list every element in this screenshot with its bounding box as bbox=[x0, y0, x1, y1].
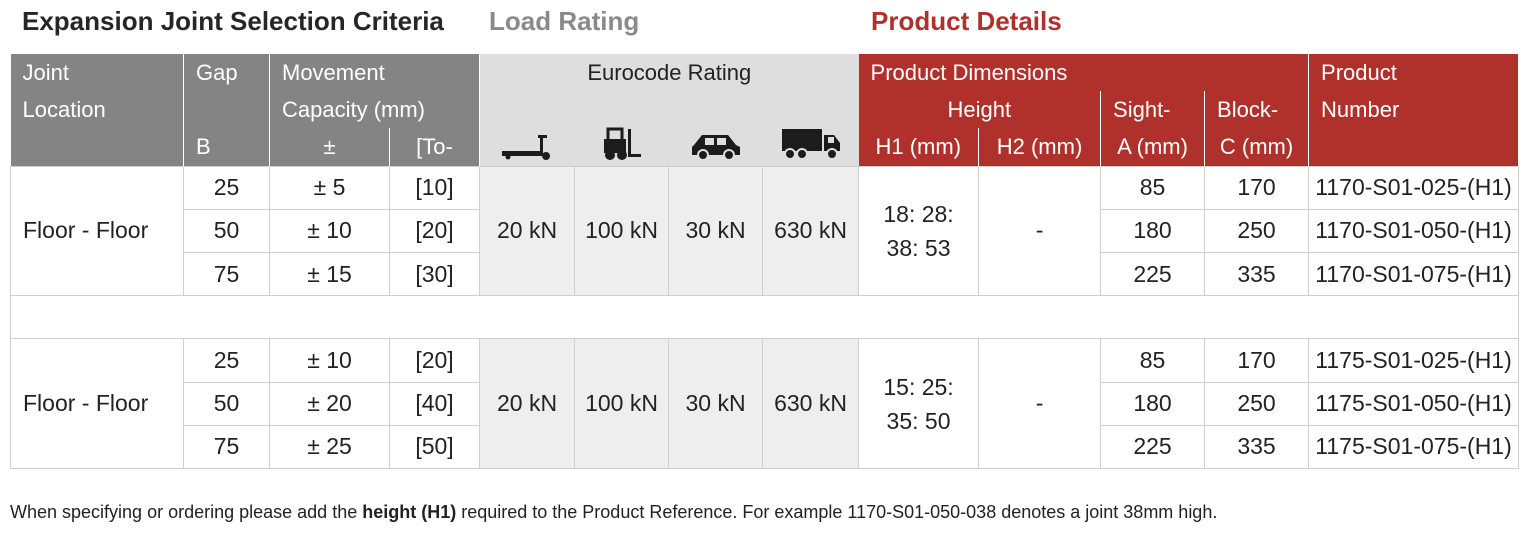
block-cell: 335 bbox=[1204, 251, 1310, 297]
footnote: When specifying or ordering please add t… bbox=[10, 502, 1218, 522]
h1-header: H1 (mm) bbox=[858, 128, 980, 167]
joint-location-cell: Floor - Floor bbox=[10, 165, 184, 297]
gap-cell: 50 bbox=[183, 381, 270, 426]
product-number-cell: 1175-S01-075-(H1) bbox=[1308, 424, 1520, 470]
car-icon bbox=[668, 91, 763, 167]
product-number-cell: 1170-S01-050-(H1) bbox=[1308, 208, 1520, 253]
table-row: 50 ± 20 [40] 180 250 1175-S01-050-(H1) bbox=[11, 381, 1520, 426]
gap-header: Gap bbox=[183, 54, 270, 129]
table-row: 75 ± 15 [30] 225 335 1170-S01-075-(H1) bbox=[11, 251, 1520, 297]
load-forklift-cell: 100 kN bbox=[574, 165, 670, 297]
gap-cell: 25 bbox=[183, 165, 270, 210]
h1-cell: 15: 25: 35: 50 bbox=[858, 338, 980, 469]
movement-cell: ± 10 bbox=[269, 208, 390, 253]
load-forklift-cell: 100 kN bbox=[574, 338, 670, 469]
movement-cell: ± 5 bbox=[269, 165, 390, 210]
sight-cell: 225 bbox=[1100, 251, 1206, 297]
joint-location-header: Joint Location bbox=[10, 54, 184, 167]
h2-cell: - bbox=[978, 338, 1102, 469]
gap-cell: 25 bbox=[183, 338, 270, 383]
table-row: 50 ± 10 [20] 180 250 1170-S01-050-(H1) bbox=[11, 208, 1520, 253]
block-cell: 250 bbox=[1204, 208, 1310, 253]
movement-to-cell: [30] bbox=[388, 251, 481, 297]
product-number-cell: 1170-S01-075-(H1) bbox=[1308, 251, 1520, 297]
sight-cell: 85 bbox=[1100, 338, 1206, 383]
load-pallet-cell: 20 kN bbox=[479, 165, 576, 297]
spacer-row bbox=[9, 295, 1520, 340]
movement-to-cell: [50] bbox=[388, 424, 481, 470]
block-cell: 250 bbox=[1204, 381, 1310, 426]
block-cell: 335 bbox=[1204, 424, 1310, 470]
load-pallet-cell: 20 kN bbox=[479, 338, 576, 469]
load-rating-title: Load Rating bbox=[489, 6, 640, 36]
load-car-cell: 30 kN bbox=[668, 165, 764, 297]
movement-plusminus-label: ± bbox=[269, 128, 390, 167]
gap-b-label: B bbox=[183, 128, 270, 167]
table-row: Floor - Floor 25 ± 10 [20] 20 kN 100 kN … bbox=[10, 338, 1520, 469]
gap-cell: 50 bbox=[183, 208, 270, 253]
movement-header: Movement Capacity (mm) bbox=[269, 54, 481, 129]
h2-header: H2 (mm) bbox=[978, 128, 1101, 167]
block-header: Block- C (mm) bbox=[1204, 91, 1310, 167]
product-number-cell: 1175-S01-050-(H1) bbox=[1308, 381, 1520, 426]
block-cell: 170 bbox=[1204, 165, 1310, 210]
load-truck-cell: 630 kN bbox=[762, 338, 860, 469]
sight-cell: 225 bbox=[1100, 424, 1206, 470]
gap-cell: 75 bbox=[183, 251, 270, 297]
footnote-emphasis: height (H1) bbox=[362, 502, 457, 522]
movement-cell: ± 20 bbox=[269, 381, 390, 426]
title-bar: Expansion Joint Selection Criteria Load … bbox=[0, 6, 1523, 46]
sight-header: Sight- A (mm) bbox=[1100, 91, 1206, 167]
h1-cell: 18: 28: 38: 53 bbox=[858, 165, 980, 297]
product-number-cell: 1170-S01-025-(H1) bbox=[1308, 165, 1520, 210]
movement-to-cell: [20] bbox=[388, 208, 481, 253]
movement-to-cell: [10] bbox=[388, 165, 481, 210]
selection-table: Joint Location Gap Movement Capacity (mm… bbox=[9, 54, 1520, 470]
movement-cell: ± 25 bbox=[269, 424, 390, 470]
load-car-cell: 30 kN bbox=[668, 338, 764, 469]
table-row: Floor - Floor 25 ± 5 [10] 20 kN 100 kN 3… bbox=[10, 165, 1520, 297]
product-number-cell: 1175-S01-025-(H1) bbox=[1308, 338, 1520, 383]
forklift-icon bbox=[574, 91, 669, 167]
block-cell: 170 bbox=[1204, 338, 1310, 383]
eurocode-header: Eurocode Rating bbox=[479, 54, 859, 92]
height-header: Height bbox=[858, 91, 1101, 129]
movement-to-cell: [40] bbox=[388, 381, 481, 426]
criteria-title: Expansion Joint Selection Criteria bbox=[22, 6, 444, 36]
movement-to-label: [To- bbox=[389, 128, 481, 167]
product-number-header: Product Number bbox=[1308, 54, 1520, 167]
sight-cell: 180 bbox=[1100, 208, 1206, 253]
h2-cell: - bbox=[978, 165, 1102, 297]
movement-to-cell: [20] bbox=[388, 338, 481, 383]
joint-location-cell: Floor - Floor bbox=[10, 338, 184, 469]
product-dimensions-header: Product Dimensions bbox=[858, 54, 1101, 92]
gap-cell: 75 bbox=[183, 424, 270, 470]
product-details-title: Product Details bbox=[871, 6, 1062, 36]
pallet-truck-icon bbox=[479, 91, 575, 167]
truck-icon bbox=[762, 91, 859, 167]
movement-cell: ± 10 bbox=[269, 338, 390, 383]
sight-cell: 180 bbox=[1100, 381, 1206, 426]
movement-cell: ± 15 bbox=[269, 251, 390, 297]
sight-cell: 85 bbox=[1100, 165, 1206, 210]
table-row: 75 ± 25 [50] 225 335 1175-S01-075-(H1) bbox=[11, 424, 1520, 470]
load-truck-cell: 630 kN bbox=[762, 165, 860, 297]
